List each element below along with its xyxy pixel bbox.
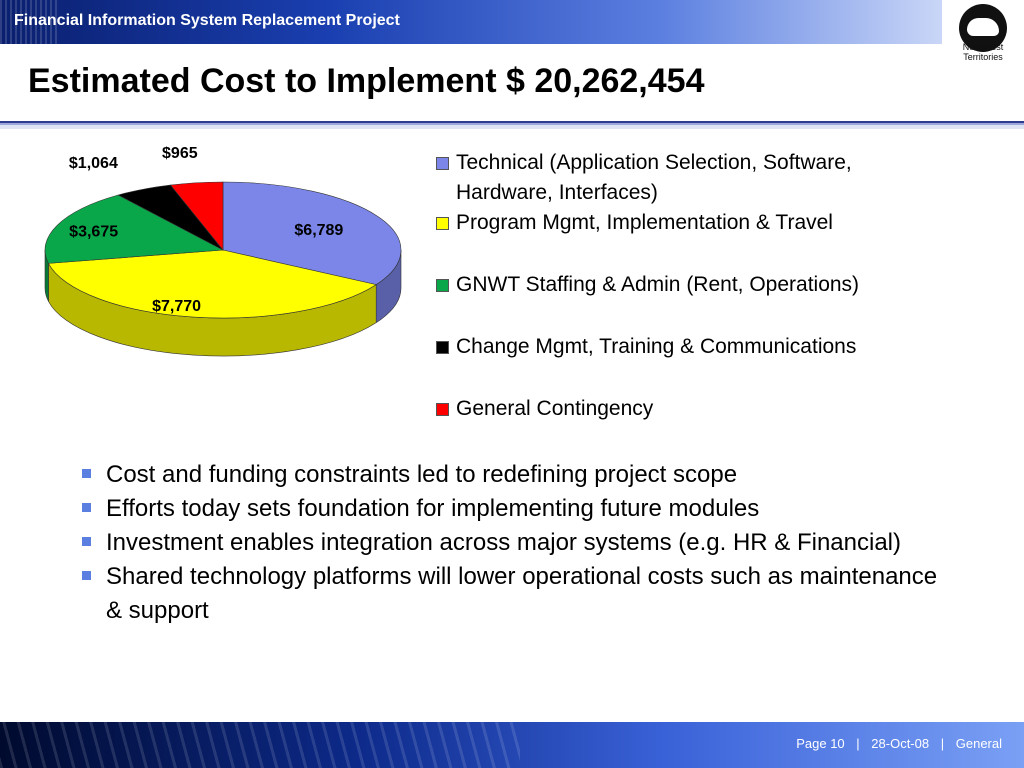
footer-band: Page 10 | 28-Oct-08 | General: [0, 722, 1024, 768]
gnwt-logo: Northwest Territories: [942, 0, 1024, 92]
square-bullet-icon: [82, 571, 91, 580]
legend-item-contingency: General Contingency: [434, 394, 994, 424]
bullet-item: Efforts today sets foundation for implem…: [78, 492, 958, 526]
legend-item-technical: Technical (Application Selection, Softwa…: [434, 148, 994, 208]
square-bullet-icon: [82, 503, 91, 512]
bullet-item: Cost and funding constraints led to rede…: [78, 458, 958, 492]
square-bullet-icon: [82, 537, 91, 546]
pie-slice-1: [47, 249, 377, 319]
slide-date: 28-Oct-08: [871, 736, 930, 751]
bullet-item: Investment enables integration across ma…: [78, 526, 958, 560]
pie-slice-4: [169, 181, 224, 251]
legend-item-change-mgmt: Change Mgmt, Training & Communications: [434, 332, 994, 362]
project-title: Financial Information System Replacement…: [14, 12, 400, 29]
legend-swatch-program-mgmt: [436, 217, 449, 230]
pie-slice-2: [44, 194, 225, 264]
pie-data-label-0: $6,789: [294, 222, 343, 239]
legend-item-program-mgmt: Program Mgmt, Implementation & Travel: [434, 208, 994, 238]
pie-slice-0: [222, 181, 402, 285]
legend-swatch-contingency: [436, 403, 449, 416]
bullet-list: Cost and funding constraints led to rede…: [78, 458, 958, 628]
pie-data-label-4: $965: [162, 145, 198, 162]
cost-pie-chart: $6,789 $7,770 $3,675 $1,064 $965: [44, 145, 402, 357]
pie-data-label-3: $1,064: [69, 155, 118, 172]
legend-item-gnwt-staffing: GNWT Staffing & Admin (Rent, Operations): [434, 270, 994, 300]
square-bullet-icon: [82, 469, 91, 478]
chart-legend: Technical (Application Selection, Softwa…: [434, 148, 994, 424]
logo-line-1: Northwest: [962, 42, 1004, 52]
classification: General: [955, 736, 1002, 751]
title-divider: [0, 121, 1024, 129]
pie-data-label-2: $3,675: [69, 224, 118, 241]
page-number: Page 10: [796, 736, 845, 751]
slide-title: Estimated Cost to Implement $ 20,262,454: [28, 62, 705, 100]
legend-swatch-gnwt-staffing: [436, 279, 449, 292]
pie-data-label-1: $7,770: [152, 298, 201, 315]
footer-info: Page 10 | 28-Oct-08 | General: [796, 736, 1002, 751]
bullet-item: Shared technology platforms will lower o…: [78, 560, 958, 628]
legend-swatch-technical: [436, 157, 449, 170]
legend-swatch-change-mgmt: [436, 341, 449, 354]
header-band: Financial Information System Replacement…: [0, 0, 942, 44]
logo-line-2: Territories: [963, 52, 1003, 62]
polar-bear-icon: [959, 4, 1007, 52]
